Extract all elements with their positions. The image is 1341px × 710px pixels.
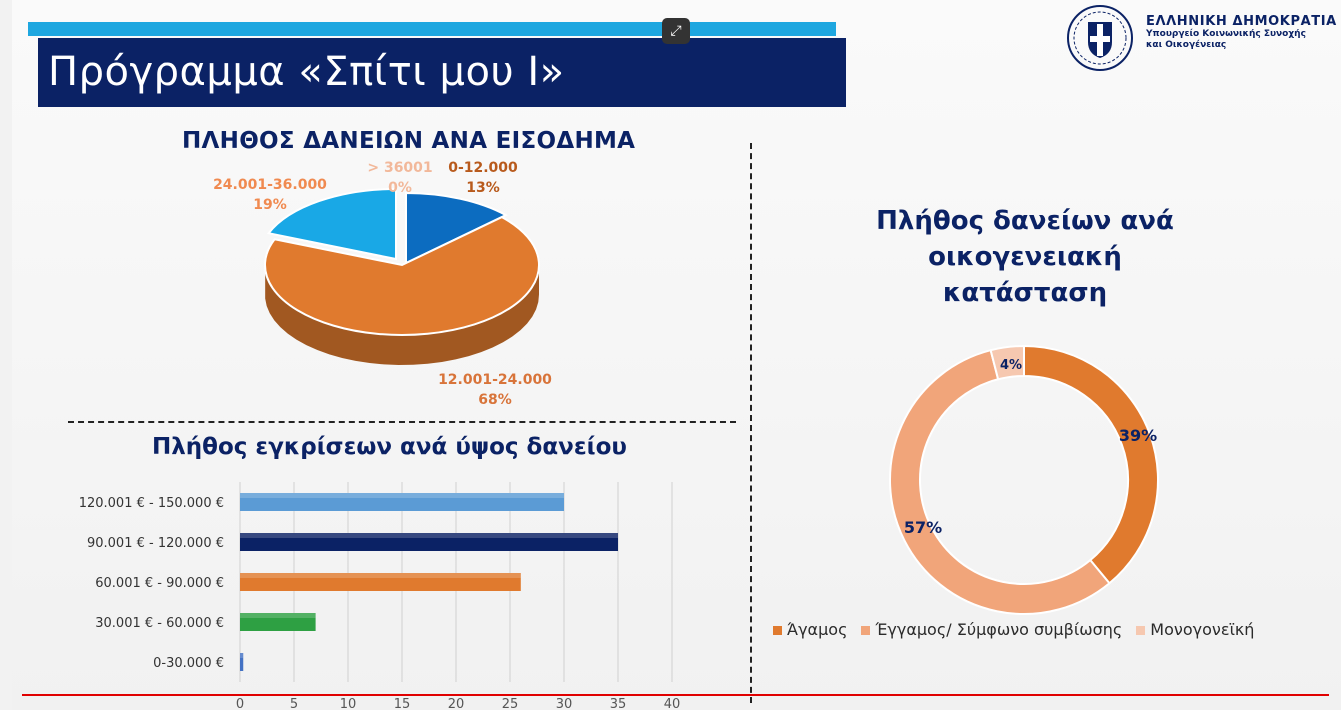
x-tick-label: 25 [502,697,519,710]
bar [240,653,244,671]
pie-label-pct: 0% [388,180,412,196]
pie-label-0: 0-12.000 13% [438,158,528,198]
pie-label-pct: 68% [478,392,512,408]
x-tick-label: 20 [448,697,465,710]
pie-slice [266,187,397,261]
legend-item: Άγαμος [773,620,847,639]
x-tick-label: 10 [340,697,357,710]
category-label: 90.001 € - 120.000 € [87,536,224,551]
horizontal-divider [68,421,736,423]
category-label: 30.001 € - 60.000 € [95,616,224,631]
loan-amount-bar-chart: 0 5 10 15 20 25 30 35 40 120.001 € - 150.000 € 90.… [79,482,680,710]
category-label: 0-30.000 € [153,656,224,671]
page-title: Πρόγραμμα «Σπίτι μου Ι» [38,38,846,107]
bar-highlight [240,493,564,498]
family-status-donut-chart: 39% 57% 4% [889,344,1159,615]
donut-slice [1023,344,1159,585]
bar-highlight [240,573,521,578]
donut-pct-label: 39% [1119,426,1157,445]
x-tick-label: 35 [610,697,627,710]
legend-item: Έγγαμος/ Σύμφωνο συμβίωσης [861,620,1122,639]
donut-legend: Άγαμος Έγγαμος/ Σύμφωνο συμβίωσης Μονογο… [773,620,1254,639]
progress-line [22,694,1329,696]
pie-label-2: 24.001-36.000 19% [200,175,340,215]
donut-pct-label: 57% [904,518,942,537]
title-accent-bar [28,22,836,36]
pie-label-pct: 19% [253,197,287,213]
pie-slice [264,215,540,336]
pie-label-3: > 36001 0% [360,158,440,198]
bar-highlight [240,613,316,618]
legend-item: Μονογονεϊκή [1136,620,1254,639]
donut-pct-label: 4% [1000,358,1022,373]
vertical-divider [750,143,752,703]
pie-label-name: 0-12.000 [448,160,518,176]
donut-slice [989,344,1025,381]
bar-chart-title: Πλήθος εγκρίσεων ανά ύψος δανείου [152,434,627,460]
pie-label-name: > 36001 [367,160,433,176]
bar [240,493,564,511]
x-tick-label: 40 [664,697,681,710]
pie-label-name: 24.001-36.000 [213,177,327,193]
pie-chart-title: ΠΛΗΘΟΣ ΔΑΝΕΙΩΝ ΑΝΑ ΕΙΣΟΔΗΜΑ [182,128,636,154]
legend-swatch [1136,626,1146,635]
legend-label: Έγγαμος/ Σύμφωνο συμβίωσης [875,620,1123,639]
org-line-3: και Οικογένειας [1146,40,1227,50]
x-tick-label: 0 [236,697,244,710]
legend-swatch [773,626,782,635]
bar-highlight [240,653,244,658]
pie-slice-side [265,264,539,365]
donut-slice [889,348,1111,615]
slide [12,0,1341,710]
income-pie-chart [264,187,540,365]
greek-coat-of-arms-logo [1067,5,1133,71]
legend-label: Άγαμος [787,620,848,639]
legend-swatch [861,626,871,635]
category-label: 120.001 € - 150.000 € [79,496,224,511]
pie-label-name: 12.001-24.000 [438,372,552,388]
pie-slice [405,191,509,265]
bar [240,533,618,551]
org-line-2: Υπουργείο Κοινωνικής Συνοχής [1146,29,1306,39]
bar [240,613,316,631]
x-tick-label: 30 [556,697,573,710]
pie-label-1: 12.001-24.000 68% [425,370,565,410]
org-line-1: ΕΛΛΗΝΙΚΗ ΔΗΜΟΚΡΑΤΙΑ [1146,14,1337,29]
expand-icon[interactable]: ⤢ [662,18,690,44]
x-tick-label: 15 [394,697,411,710]
pie-label-pct: 13% [466,180,500,196]
legend-label: Μονογονεϊκή [1150,620,1255,639]
category-label: 60.001 € - 90.000 € [95,576,224,591]
bar [240,573,521,591]
organization-name: ΕΛΛΗΝΙΚΗ ΔΗΜΟΚΡΑΤΙΑ Υπουργείο Κοινωνικής… [1146,14,1337,51]
x-tick-label: 5 [290,697,298,710]
donut-chart-title: Πλήθος δανείων ανά οικογενειακή κατάστασ… [876,206,1174,308]
bar-highlight [240,533,618,538]
